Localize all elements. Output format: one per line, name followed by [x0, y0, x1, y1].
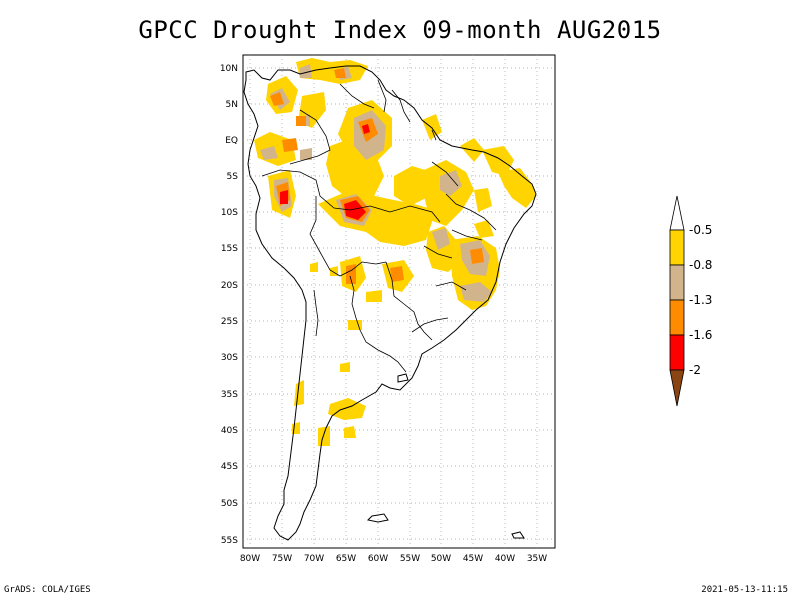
lon-label: 80W: [240, 554, 260, 564]
legend-swatch: [669, 229, 685, 266]
lon-label: 35W: [527, 554, 547, 564]
lon-label: 60W: [368, 554, 388, 564]
color-legend: [669, 195, 685, 407]
lat-label: 15S: [221, 244, 238, 254]
legend-label: -0.5: [689, 223, 712, 237]
map-frame: [242, 54, 556, 549]
lat-label: 30S: [221, 353, 238, 363]
footer-timestamp: 2021-05-13-11:15: [701, 585, 788, 595]
lat-label: 55S: [221, 536, 238, 546]
lat-label: 5S: [227, 172, 239, 182]
legend-label: -1.6: [689, 328, 712, 342]
lat-label: 35S: [221, 390, 238, 400]
country-borders: [261, 79, 497, 373]
lat-label: 50S: [221, 499, 238, 509]
lat-label: 20S: [221, 281, 238, 291]
legend-swatch: [669, 334, 685, 371]
lat-label: 40S: [221, 426, 238, 436]
footer-credit: GrADS: COLA/IGES: [4, 585, 91, 595]
lat-label: EQ: [225, 136, 238, 146]
legend-label: -0.8: [689, 258, 712, 272]
lat-label: 5N: [226, 100, 238, 110]
lat-label: 25S: [221, 317, 238, 327]
legend-arrow-top: [669, 195, 685, 231]
lon-label: 45W: [463, 554, 483, 564]
legend-swatch: [669, 299, 685, 336]
lon-label: 50W: [431, 554, 451, 564]
coastline: [243, 65, 537, 541]
lon-label: 55W: [400, 554, 420, 564]
lon-label: 70W: [304, 554, 324, 564]
lon-label: 40W: [495, 554, 515, 564]
legend-label: -1.3: [689, 293, 712, 307]
lon-label: 75W: [272, 554, 292, 564]
legend-label: -2: [689, 363, 701, 377]
map-title: GPCC Drought Index 09-month AUG2015: [138, 16, 662, 44]
legend-labels: -0.5 -0.8 -1.3 -1.6 -2: [689, 223, 712, 377]
lat-label: 10S: [221, 208, 238, 218]
lat-labels: 10N 5N EQ 5S 10S 15S 20S 25S 30S 35S 40S…: [220, 64, 238, 546]
lat-label: 10N: [220, 64, 238, 74]
legend-arrow-bottom: [669, 369, 685, 407]
lon-label: 65W: [336, 554, 356, 564]
lon-labels: 80W 75W 70W 65W 60W 55W 50W 45W 40W 35W: [240, 554, 547, 564]
lat-label: 45S: [221, 462, 238, 472]
legend-swatch: [669, 264, 685, 301]
drought-shading: [254, 58, 536, 446]
